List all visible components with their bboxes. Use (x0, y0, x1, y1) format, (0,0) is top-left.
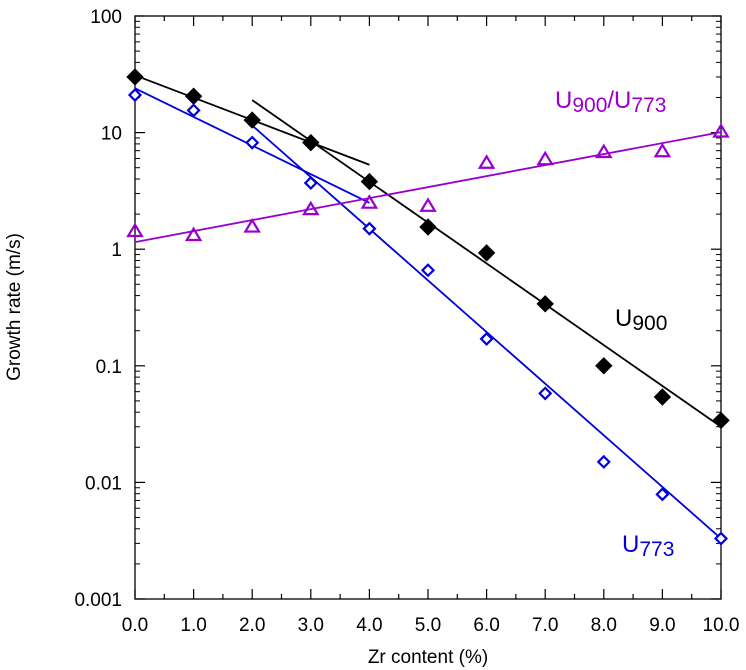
data-point-u900 (302, 133, 320, 152)
x-tick-labels: 0.0 1.0 2.0 3.0 4.0 5.0 6.0 7.0 8.0 9.0 10.0 (122, 615, 740, 636)
data-point-u773 (362, 221, 377, 236)
data-point-u773 (127, 87, 143, 103)
data-point-ratio (360, 194, 379, 209)
data-point-u900 (126, 68, 144, 86)
data-point-u900 (653, 388, 672, 406)
data-point-u773 (479, 331, 494, 346)
y-tick-labels: 0.001 0.01 0.1 1 10 100 (74, 7, 122, 611)
data-point-ratio (653, 142, 672, 158)
data-point-ratio (302, 200, 320, 216)
data-point-u773 (538, 386, 553, 401)
data-point-u773 (713, 531, 729, 546)
series-label-u900-u773: U900/U773 (555, 87, 666, 117)
data-point-u900 (360, 172, 379, 191)
x-tick-label: 9.0 (649, 615, 675, 636)
x-tick-label: 0.0 (122, 615, 148, 636)
data-point-u900 (477, 244, 496, 262)
x-tick-label: 2.0 (239, 615, 265, 636)
fit-lines (134, 74, 722, 540)
x-tick-label: 10.0 (703, 615, 740, 636)
data-markers (126, 68, 730, 546)
data-point-ratio (477, 154, 496, 169)
data-point-u773 (420, 263, 436, 278)
y-tick-label: 0.001 (74, 590, 122, 611)
x-tick-label: 1.0 (180, 615, 206, 636)
fit-line (134, 131, 722, 244)
x-tick-label: 3.0 (298, 615, 324, 636)
x-tick-label: 8.0 (591, 615, 617, 636)
y-tick-label: 0.1 (96, 357, 122, 378)
data-point-ratio (184, 226, 203, 242)
fit-line (251, 99, 722, 428)
data-point-u900 (536, 295, 554, 313)
data-point-u900 (243, 111, 261, 129)
data-point-ratio (712, 122, 730, 138)
x-tick-label: 6.0 (473, 615, 499, 636)
data-point-ratio (126, 222, 144, 238)
data-point-u773 (596, 454, 611, 469)
data-point-u773 (303, 175, 318, 191)
data-point-u900 (595, 357, 613, 375)
data-point-ratio (595, 143, 613, 159)
data-point-u773 (245, 135, 260, 150)
data-point-u900 (184, 87, 203, 105)
data-point-ratio (243, 218, 261, 233)
series-label-u773: U773 (622, 531, 674, 561)
data-point-u900 (419, 218, 437, 236)
y-tick-label: 100 (90, 7, 122, 28)
x-tick-label: 7.0 (532, 615, 558, 636)
series-label-u900: U900 (615, 305, 667, 335)
y-tick-label: 0.01 (85, 473, 122, 494)
data-point-u773 (655, 487, 670, 502)
y-tick-label: 1 (111, 240, 122, 261)
y-axis-title: Growth rate (m/s) (4, 233, 25, 381)
data-point-u900 (712, 411, 730, 430)
data-point-ratio (419, 197, 437, 212)
x-tick-label: 4.0 (356, 615, 382, 636)
x-tick-label: 5.0 (415, 615, 441, 636)
data-point-ratio (536, 150, 554, 166)
y-tick-label: 10 (101, 124, 122, 145)
data-point-u773 (186, 103, 201, 118)
x-axis-title: Zr content (%) (368, 647, 488, 668)
